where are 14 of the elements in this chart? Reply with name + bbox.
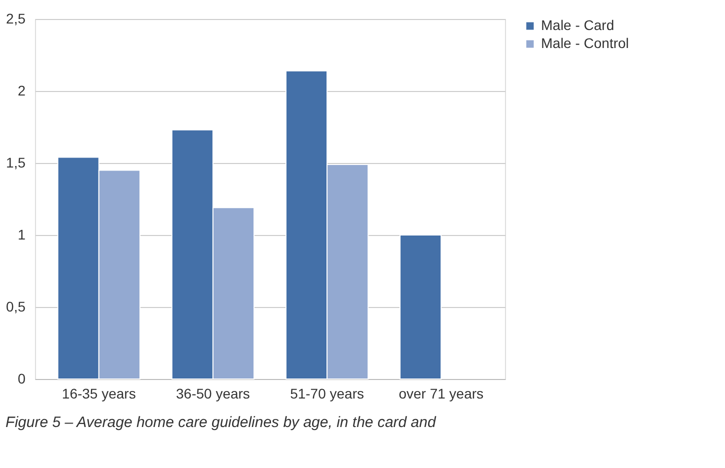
x-tick-label: 51-70 years [290,386,364,402]
bar [400,234,442,380]
y-tick-label: 0,5 [6,298,26,314]
x-tick-label: 36-50 years [176,386,250,402]
x-tick-label: 16-35 years [62,386,136,402]
y-tick-label: 2 [18,82,26,98]
y-tick-label: 2,5 [6,10,26,26]
y-tick-label: 0 [18,370,26,386]
y-tick-label: 1,5 [6,154,26,170]
legend-label: Male - Card [541,17,614,33]
caption: Figure 5 – Average home care guidelines by age, in the card and [6,414,436,431]
y-tick-label: 1 [18,226,26,242]
x-tick-label: over 71 years [398,386,484,402]
legend-label: Male - Control [541,35,629,51]
